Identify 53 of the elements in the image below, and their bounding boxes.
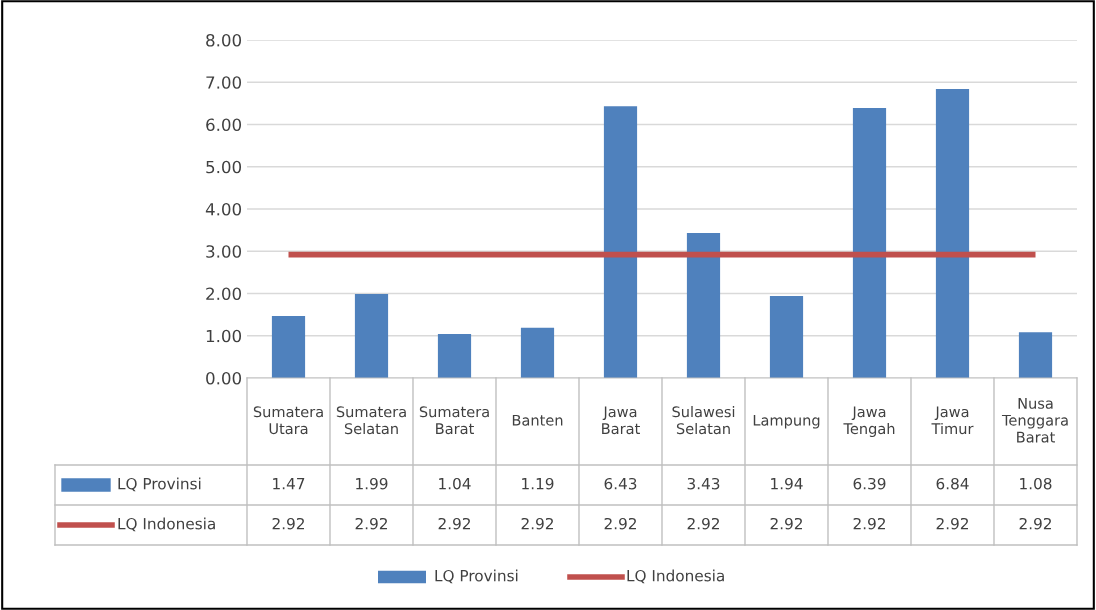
data-label: 1.08 bbox=[1020, 477, 1052, 490]
x-tick-label: Nusa Tenggara Barat bbox=[1001, 398, 1068, 443]
bar bbox=[1018, 332, 1053, 378]
text: LQ Provinsi bbox=[435, 569, 518, 584]
y-tick-label: 0.00 bbox=[206, 371, 242, 385]
bar bbox=[852, 108, 887, 378]
data-label: 3.43 bbox=[687, 477, 720, 490]
text: LQ Indonesia bbox=[627, 569, 724, 584]
bar bbox=[354, 293, 389, 378]
data-label: 2.92 bbox=[604, 517, 636, 530]
data-label: 6.39 bbox=[853, 477, 886, 490]
bar bbox=[603, 106, 638, 378]
x-tick-label: Banten bbox=[512, 414, 563, 426]
x-tick-label: Sumatera Utara bbox=[253, 406, 323, 435]
x-tick-label: Jawa Tengah bbox=[843, 406, 895, 437]
bar bbox=[686, 233, 721, 378]
data-label: 6.43 bbox=[604, 477, 637, 490]
data-label: 2.92 bbox=[438, 517, 470, 530]
data-label: 1.47 bbox=[273, 478, 305, 490]
y-tick-label: 3.00 bbox=[206, 245, 242, 258]
y-tick-label: 1.00 bbox=[206, 329, 242, 343]
data-label: 2.92 bbox=[521, 517, 553, 530]
data-label: 1.99 bbox=[356, 477, 388, 490]
x-tick-label: Sumatera Barat bbox=[419, 406, 489, 435]
y-tick-label: 4.00 bbox=[205, 202, 242, 216]
x-tick-label: Sumatera Selatan bbox=[336, 406, 406, 435]
data-label: 6.84 bbox=[936, 477, 969, 490]
bar bbox=[271, 315, 306, 378]
y-tick-label: 5.00 bbox=[206, 160, 242, 174]
data-label: 2.92 bbox=[853, 517, 885, 530]
data-label: 1.04 bbox=[439, 477, 471, 490]
data-label: 2.92 bbox=[687, 517, 719, 530]
bar bbox=[935, 89, 970, 378]
x-tick-label: Lampung bbox=[753, 414, 820, 429]
y-tick-label: 6.00 bbox=[206, 118, 242, 132]
data-label: 1.19 bbox=[522, 477, 554, 490]
x-tick-label: Jawa Timur bbox=[931, 406, 974, 435]
y-tick-label: 2.00 bbox=[206, 287, 242, 301]
legend-label: LQ Indonesia bbox=[118, 517, 215, 532]
data-label: 2.92 bbox=[272, 517, 304, 530]
data-label: 2.92 bbox=[355, 517, 387, 530]
bar bbox=[769, 296, 804, 378]
data-label: 2.92 bbox=[770, 517, 802, 530]
x-tick-label: Sulawesi Selatan bbox=[672, 406, 735, 435]
data-label: 2.92 bbox=[1019, 517, 1051, 530]
data-label: 2.92 bbox=[936, 517, 968, 530]
y-tick-label: 7.00 bbox=[206, 76, 242, 89]
legend-label: LQ Provinsi bbox=[118, 477, 201, 492]
x-tick-label: Jawa Barat bbox=[602, 406, 640, 435]
data-label: 1.94 bbox=[771, 477, 803, 490]
y-tick-label: 8.00 bbox=[206, 33, 242, 47]
bar bbox=[437, 334, 472, 378]
bar bbox=[520, 327, 555, 378]
